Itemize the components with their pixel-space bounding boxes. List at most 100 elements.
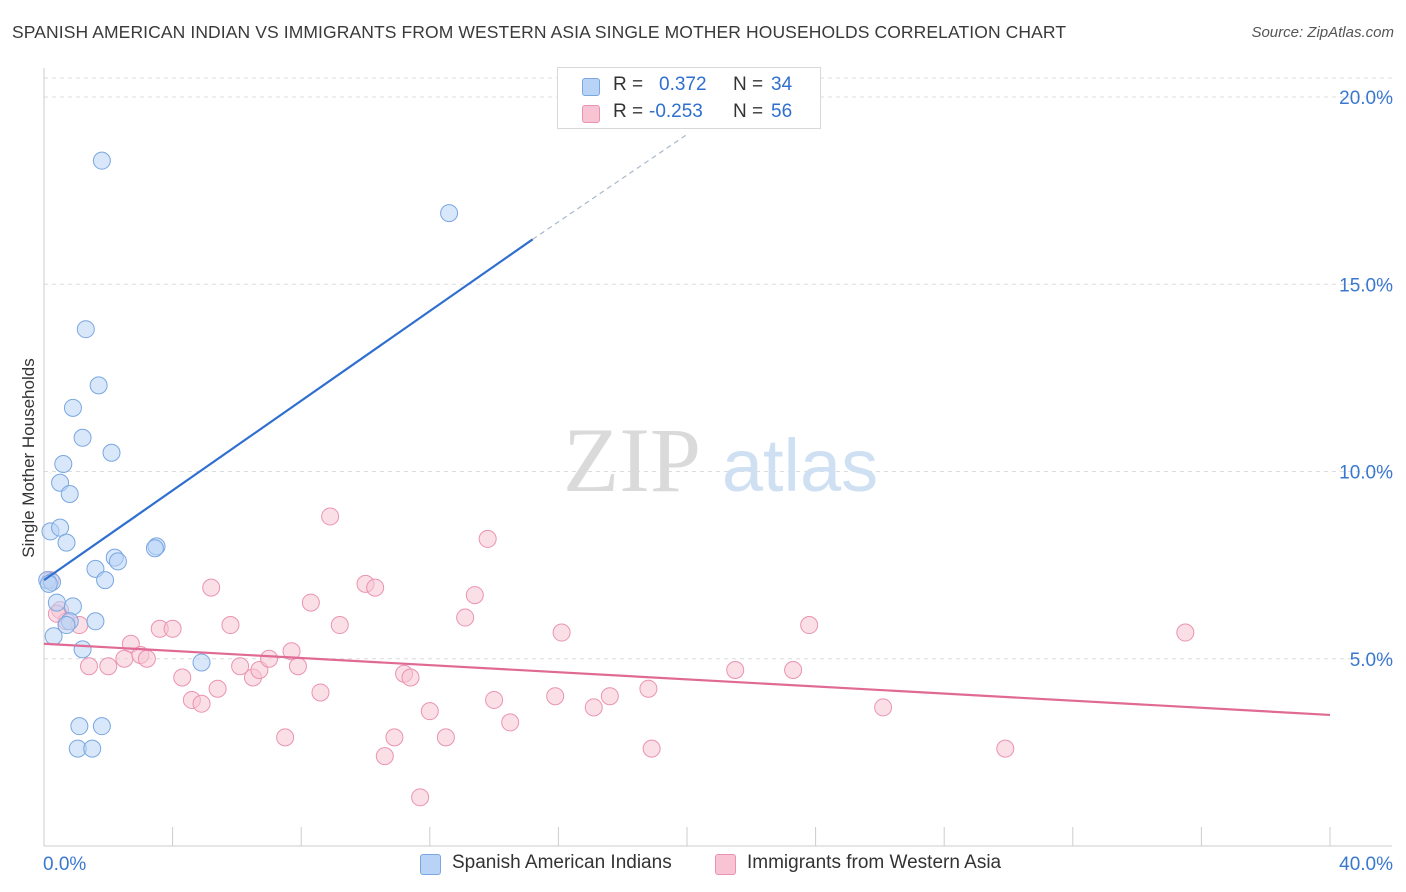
data-point-immigrants-western-asia [436, 728, 455, 747]
watermark-atlas: atlas [722, 424, 878, 507]
x-tick-label: 0.0% [43, 854, 86, 875]
trend-line-spanish-american-indians [43, 238, 534, 582]
data-point-immigrants-western-asia [639, 679, 658, 698]
y-axis-label: Single Mother Households [19, 358, 38, 557]
x-tick-label: 40.0% [1339, 854, 1393, 875]
data-point-immigrants-western-asia [99, 657, 118, 676]
data-point-spanish-american-indians [70, 717, 89, 736]
trend-line-extension [532, 133, 688, 240]
data-point-immigrants-western-asia [208, 679, 227, 698]
watermark: ZIP atlas [563, 409, 878, 511]
data-point-immigrants-western-asia [385, 728, 404, 747]
n-label: N = [733, 74, 764, 95]
y-tick-label: 20.0% [1339, 88, 1393, 109]
data-point-immigrants-western-asia [485, 690, 504, 709]
data-point-spanish-american-indians [54, 455, 73, 474]
y-tick-labels: 5.0% 10.0% 15.0% 20.0% [1339, 88, 1393, 671]
data-point-immigrants-western-asia [311, 683, 330, 702]
data-point-spanish-american-indians [86, 612, 105, 631]
data-point-immigrants-western-asia [465, 586, 484, 605]
r-value: -0.253 [649, 101, 703, 122]
data-point-immigrants-western-asia [221, 616, 240, 635]
y-tick-label: 5.0% [1350, 650, 1393, 671]
data-point-spanish-american-indians [108, 552, 127, 571]
data-point-immigrants-western-asia [478, 529, 497, 548]
x-tick-labels: 0.0% 40.0% [43, 854, 1393, 875]
data-point-immigrants-western-asia [288, 657, 307, 676]
data-point-spanish-american-indians [57, 533, 76, 552]
data-point-immigrants-western-asia [726, 660, 745, 679]
data-point-spanish-american-indians [51, 518, 70, 537]
watermark-zip: ZIP [563, 409, 701, 511]
data-point-spanish-american-indians [60, 484, 79, 503]
data-point-immigrants-western-asia [163, 619, 182, 638]
data-point-immigrants-western-asia [546, 687, 565, 706]
data-point-immigrants-western-asia [80, 657, 99, 676]
data-point-spanish-american-indians [89, 376, 108, 395]
source-label: Source: ZipAtlas.com [1251, 24, 1394, 41]
r-label: R = [613, 74, 644, 95]
data-point-immigrants-western-asia [321, 507, 340, 526]
data-point-immigrants-western-asia [784, 660, 803, 679]
y-tick-label: 15.0% [1339, 275, 1393, 296]
data-point-immigrants-western-asia [375, 747, 394, 766]
grid-lines [44, 77, 1392, 660]
trend-line-immigrants-western-asia [43, 642, 1331, 717]
data-point-immigrants-western-asia [456, 608, 475, 627]
legend-label: Spanish American Indians [452, 852, 672, 873]
data-point-immigrants-western-asia [401, 668, 420, 687]
data-point-immigrants-western-asia [800, 616, 819, 635]
blue-swatch-icon [582, 78, 600, 96]
data-point-immigrants-western-asia [600, 687, 619, 706]
data-point-immigrants-western-asia [115, 649, 134, 668]
data-point-immigrants-western-asia [996, 739, 1015, 758]
data-point-immigrants-western-asia [411, 788, 430, 807]
data-point-spanish-american-indians [92, 717, 111, 736]
data-point-immigrants-western-asia [874, 698, 893, 717]
n-value: 56 [771, 101, 793, 122]
data-point-spanish-american-indians [73, 640, 92, 659]
data-point-spanish-american-indians [76, 320, 95, 339]
data-point-spanish-american-indians [102, 443, 121, 462]
data-point-spanish-american-indians [440, 204, 459, 223]
data-point-immigrants-western-asia [584, 698, 603, 717]
data-point-spanish-american-indians [96, 571, 115, 590]
data-point-immigrants-western-asia [1176, 623, 1195, 642]
data-point-immigrants-western-asia [552, 623, 571, 642]
data-point-immigrants-western-asia [366, 578, 385, 597]
data-point-immigrants-western-asia [330, 616, 349, 635]
n-value: 34 [771, 74, 793, 95]
data-point-immigrants-western-asia [420, 702, 439, 721]
series-spanish-american-indians [38, 151, 459, 758]
data-point-immigrants-western-asia [231, 657, 250, 676]
data-point-immigrants-western-asia [260, 649, 279, 668]
blue-swatch-icon [420, 854, 441, 875]
r-label: R = [613, 101, 644, 122]
data-point-immigrants-western-asia [192, 694, 211, 713]
data-point-spanish-american-indians [192, 653, 211, 672]
data-point-immigrants-western-asia [276, 728, 295, 747]
data-point-immigrants-western-asia [173, 668, 192, 687]
pink-swatch-icon [582, 105, 600, 123]
data-point-spanish-american-indians [92, 151, 111, 170]
y-tick-label: 10.0% [1339, 463, 1393, 484]
data-point-spanish-american-indians [73, 428, 92, 447]
data-point-immigrants-western-asia [202, 578, 221, 597]
data-point-spanish-american-indians [47, 593, 66, 612]
data-point-immigrants-western-asia [501, 713, 520, 732]
data-point-spanish-american-indians [63, 597, 82, 616]
data-point-spanish-american-indians [145, 539, 164, 558]
trend-lines [43, 133, 1331, 717]
pink-swatch-icon [715, 854, 736, 875]
legend-label: Immigrants from Western Asia [747, 852, 1002, 873]
data-point-immigrants-western-asia [137, 649, 156, 668]
data-point-immigrants-western-asia [282, 642, 301, 661]
r-value: 0.372 [659, 74, 707, 95]
chart-title: SPANISH AMERICAN INDIAN VS IMMIGRANTS FR… [12, 22, 1067, 42]
data-point-immigrants-western-asia [642, 739, 661, 758]
axes [43, 68, 1392, 847]
data-point-spanish-american-indians [57, 616, 76, 635]
data-point-spanish-american-indians [83, 739, 102, 758]
data-point-spanish-american-indians [44, 627, 63, 646]
